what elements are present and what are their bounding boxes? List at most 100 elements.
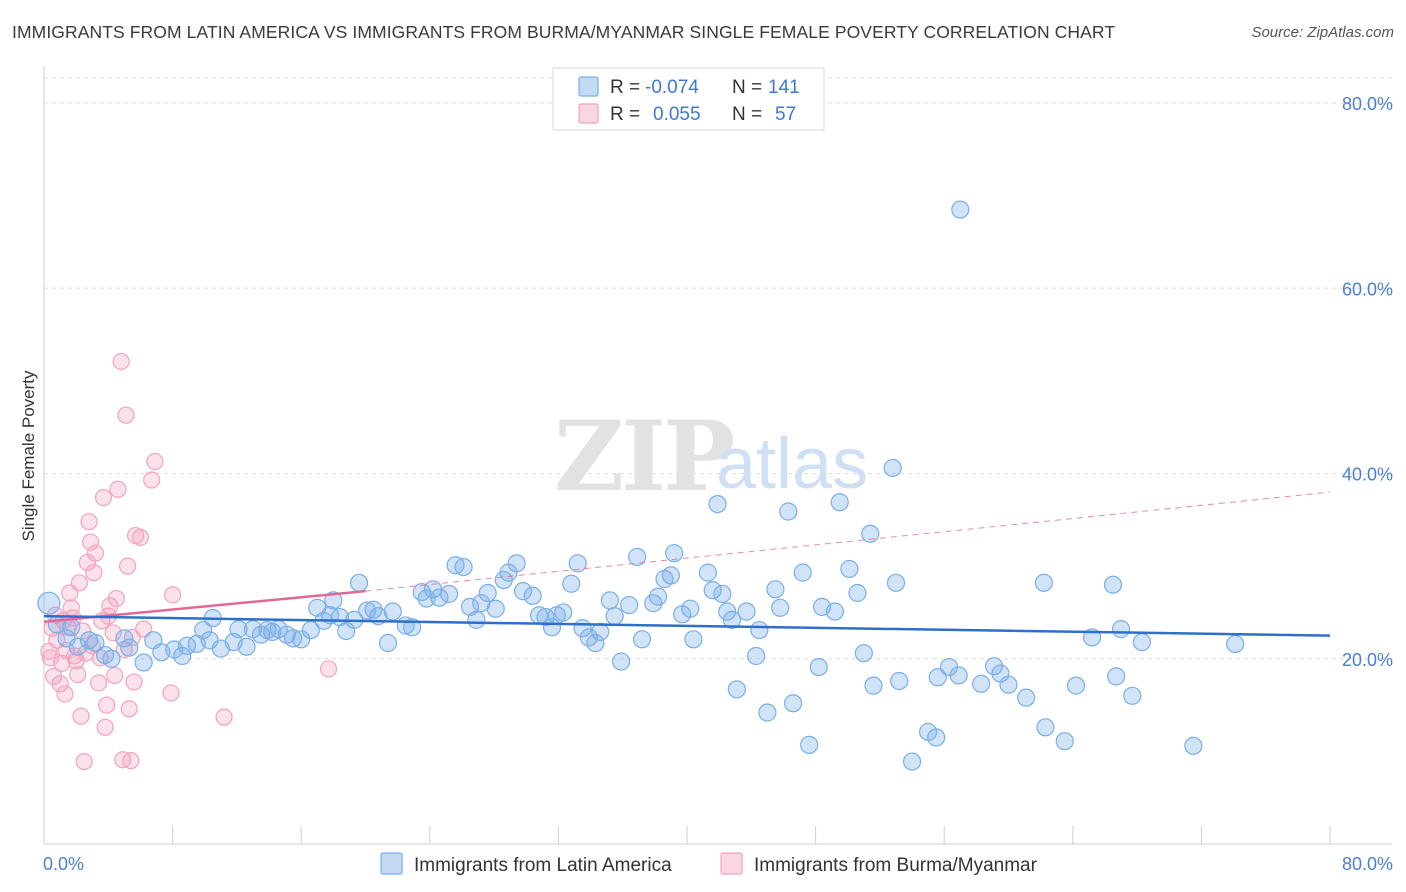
- data-point-latin-america: [758, 703, 777, 722]
- data-point-latin-america: [134, 653, 153, 672]
- data-point-latin-america: [951, 200, 970, 219]
- data-point-burma-myanmar: [319, 660, 338, 678]
- data-point-latin-america: [840, 559, 859, 579]
- data-point-latin-america: [378, 633, 398, 653]
- data-point-burma-myanmar: [146, 452, 164, 471]
- data-point-latin-america: [809, 657, 828, 677]
- data-point-burma-myanmar: [80, 513, 98, 531]
- data-point-latin-america: [1055, 732, 1074, 751]
- data-point-latin-america: [439, 584, 459, 604]
- data-point-latin-america: [600, 591, 619, 610]
- data-point-latin-america: [605, 607, 624, 626]
- data-point-burma-myanmar: [122, 752, 140, 770]
- data-point-latin-america: [1066, 676, 1086, 695]
- watermark-zip: ZIP: [554, 400, 733, 513]
- data-point-burma-myanmar: [82, 533, 100, 551]
- legend-n-value-burma-myanmar: 57: [775, 104, 796, 125]
- data-point-burma-myanmar: [106, 666, 124, 685]
- data-point-latin-america: [927, 728, 946, 747]
- data-point-burma-myanmar: [96, 718, 114, 736]
- data-point-latin-america: [301, 620, 320, 640]
- x-tick-label: 80.0%: [1342, 854, 1393, 874]
- data-point-latin-america: [972, 674, 991, 693]
- data-point-latin-america: [793, 563, 812, 582]
- data-point-latin-america: [1123, 686, 1142, 705]
- data-point-latin-america: [486, 599, 505, 618]
- gridlines: [44, 77, 1392, 660]
- trendline-burma-myanmar-extension: [365, 491, 1331, 592]
- data-point-latin-america: [554, 603, 573, 622]
- data-point-latin-america: [292, 630, 311, 649]
- data-point-latin-america: [229, 620, 248, 639]
- data-point-burma-myanmar: [75, 752, 93, 771]
- data-point-latin-america: [928, 668, 947, 687]
- data-point-burma-myanmar: [56, 685, 74, 703]
- legend-r-label-latin-america: R =: [610, 77, 640, 98]
- bottom-legend-label-burma-myanmar: Immigrants from Burma/Myanmar: [754, 855, 1038, 876]
- x-tick-label: 0.0%: [43, 854, 84, 874]
- y-tick-label: 80.0%: [1342, 94, 1393, 114]
- y-tick-label: 40.0%: [1342, 465, 1393, 485]
- data-point-burma-myanmar: [109, 480, 127, 498]
- data-point-latin-america: [1036, 718, 1055, 737]
- data-point-latin-america: [454, 557, 473, 577]
- data-point-burma-myanmar: [69, 665, 87, 684]
- data-point-latin-america: [513, 582, 533, 601]
- trendlines: [43, 491, 1331, 637]
- data-point-latin-america: [703, 581, 722, 600]
- data-point-latin-america: [886, 573, 906, 592]
- data-point-burma-myanmar: [98, 696, 116, 714]
- data-point-latin-america: [902, 752, 922, 771]
- data-point-latin-america: [750, 620, 769, 640]
- bottom-legend-swatch-burma-myanmar: [720, 852, 743, 875]
- data-point-latin-america: [727, 680, 746, 699]
- data-point-latin-america: [568, 554, 587, 573]
- data-point-latin-america: [984, 657, 1004, 676]
- data-point-latin-america: [861, 524, 880, 543]
- data-point-latin-america: [713, 584, 732, 604]
- data-point-latin-america: [586, 633, 605, 653]
- data-point-latin-america: [383, 602, 402, 621]
- data-point-latin-america: [999, 675, 1018, 694]
- data-point-latin-america: [523, 586, 542, 605]
- data-point-latin-america: [620, 595, 639, 615]
- data-point-latin-america: [718, 602, 737, 621]
- data-point-latin-america: [854, 644, 873, 663]
- data-point-burma-myanmar: [118, 557, 137, 575]
- y-tick-label: 20.0%: [1342, 650, 1393, 670]
- data-point-latin-america: [632, 630, 652, 649]
- data-point-latin-america: [62, 618, 81, 637]
- data-point-latin-america: [86, 633, 105, 653]
- data-point-latin-america: [737, 602, 756, 621]
- legend-n-label-burma-myanmar: N =: [732, 104, 762, 125]
- chart-title: IMMIGRANTS FROM LATIN AMERICA VS IMMIGRA…: [12, 22, 1116, 42]
- data-point-latin-america: [478, 583, 497, 603]
- data-point-burma-myanmar: [53, 654, 71, 672]
- data-point-burma-myanmar: [104, 624, 122, 642]
- data-point-latin-america: [237, 637, 256, 656]
- data-point-latin-america: [611, 652, 631, 671]
- data-point-latin-america: [1226, 634, 1245, 654]
- data-point-latin-america: [830, 493, 849, 512]
- legend-r-value-burma-myanmar: 0.055: [653, 104, 701, 125]
- data-point-latin-america: [430, 588, 449, 607]
- data-point-latin-america: [779, 502, 798, 521]
- data-point-latin-america: [949, 666, 968, 685]
- data-point-latin-america: [890, 671, 909, 691]
- data-point-burma-myanmar: [85, 564, 103, 582]
- data-point-latin-america: [68, 637, 87, 656]
- data-point-burma-myanmar: [70, 574, 88, 592]
- data-point-latin-america: [324, 591, 343, 610]
- data-point-latin-america: [102, 649, 121, 668]
- bottom-legend-swatch-latin-america: [380, 852, 403, 875]
- legend-swatch-burma-myanmar: [578, 103, 599, 124]
- data-point-latin-america: [864, 676, 883, 695]
- y-tick-label: 60.0%: [1342, 279, 1393, 299]
- data-point-latin-america: [681, 599, 700, 618]
- data-point-burma-myanmar: [90, 674, 108, 692]
- data-point-burma-myanmar: [72, 707, 90, 725]
- data-point-latin-america: [648, 587, 668, 606]
- data-point-latin-america: [349, 573, 369, 592]
- data-point-latin-america: [358, 601, 377, 620]
